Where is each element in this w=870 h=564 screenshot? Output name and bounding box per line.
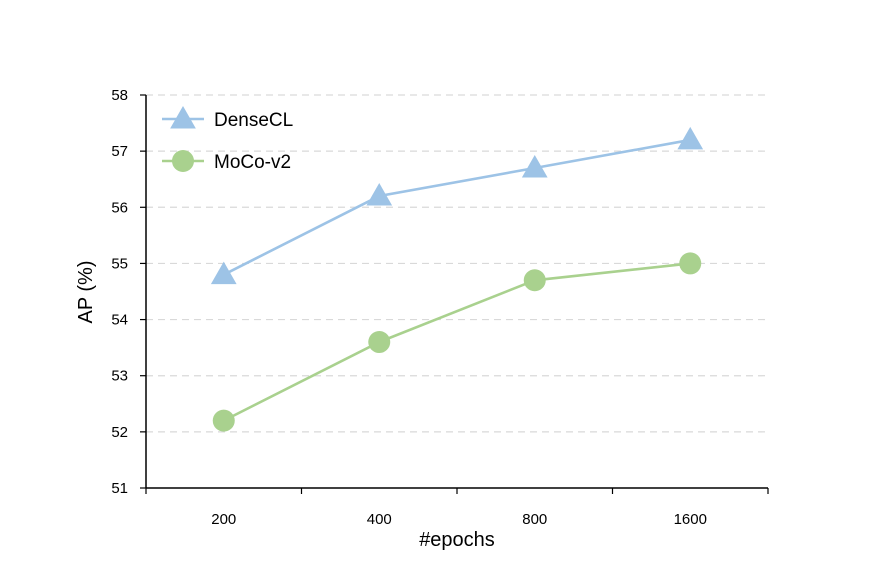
data-point — [212, 409, 235, 432]
data-point — [523, 269, 546, 292]
data-point — [521, 154, 548, 178]
legend-label: MoCo-v2 — [214, 152, 291, 173]
x-tick-label: 200 — [211, 511, 236, 528]
data-point — [210, 261, 237, 285]
data-point — [366, 183, 393, 206]
series-line — [223, 138, 691, 276]
x-tick-label: 800 — [522, 511, 547, 528]
legend-item: DenseCL — [162, 105, 293, 131]
y-tick-label: 57 — [111, 143, 128, 160]
legend-item: MoCo-v2 — [162, 150, 291, 173]
gridlines — [146, 94, 768, 433]
series-MoCo-v2 — [212, 252, 702, 432]
x-tick-label: 1600 — [674, 511, 707, 528]
data-point — [368, 331, 391, 354]
y-tick-label: 52 — [111, 424, 128, 441]
y-tick-label: 53 — [111, 368, 128, 385]
series-line — [223, 262, 691, 422]
y-tick-label: 56 — [111, 199, 128, 216]
y-tick-label: 58 — [111, 87, 128, 104]
legend-marker — [172, 150, 194, 172]
legend: DenseCL MoCo-v2 — [162, 105, 293, 173]
y-tick-label: 51 — [111, 480, 128, 497]
data-point — [679, 252, 702, 275]
axes — [140, 94, 769, 494]
x-axis-title: #epochs — [419, 529, 495, 551]
tick-labels: 51 52 53 54 55 56 57 58 200 400 800 1600 — [111, 87, 707, 528]
x-tick-label: 400 — [367, 511, 392, 528]
series-layer — [210, 126, 704, 432]
data-point — [677, 126, 704, 150]
series-DenseCL — [210, 126, 704, 285]
y-tick-label: 55 — [111, 255, 128, 272]
y-axis-title: AP (%) — [75, 261, 97, 324]
legend-label: DenseCL — [214, 110, 293, 131]
legend-marker — [170, 105, 196, 129]
y-tick-label: 54 — [111, 312, 128, 329]
